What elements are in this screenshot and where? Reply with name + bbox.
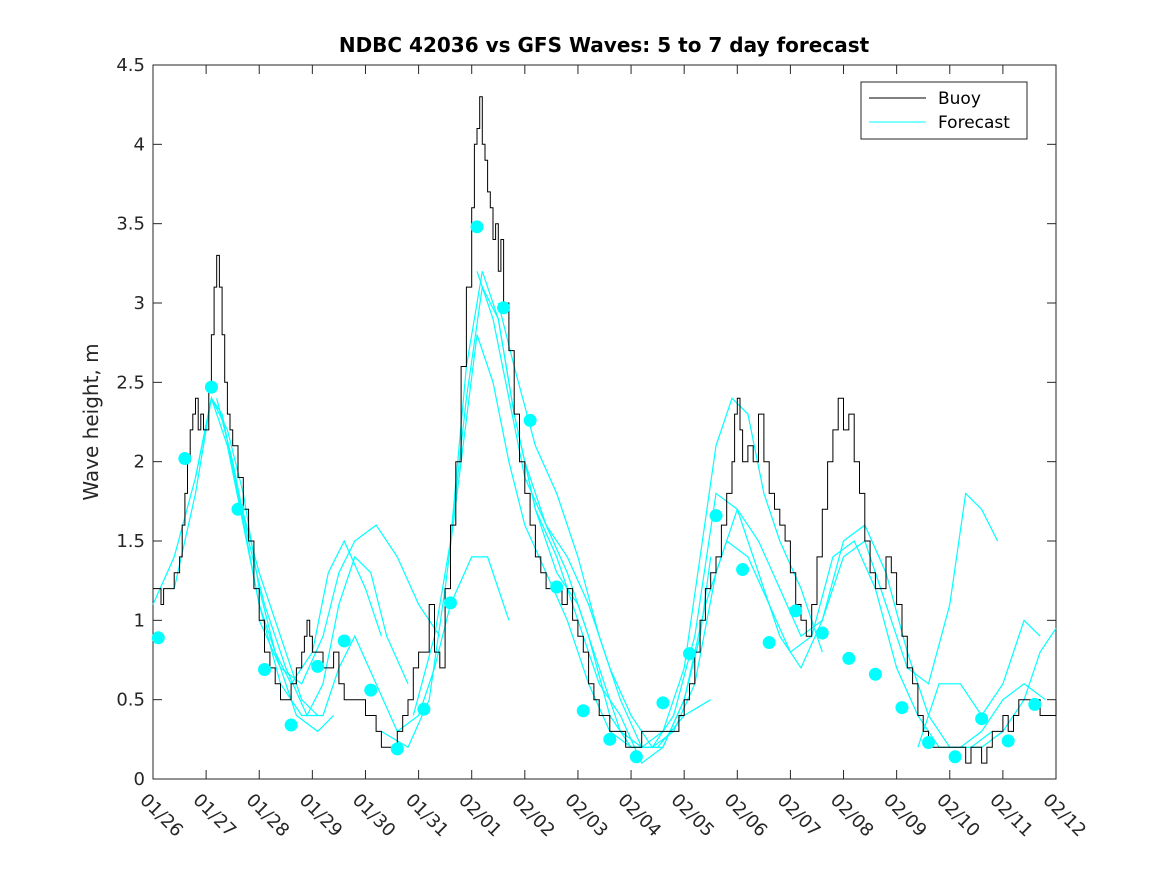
- forecast-line: [237, 493, 510, 733]
- forecast-marker: [975, 712, 989, 726]
- forecast-line: [258, 524, 441, 685]
- forecast-marker: [417, 702, 431, 716]
- chart-title: NDBC 42036 vs GFS Waves: 5 to 7 day fore…: [339, 33, 870, 57]
- forecast-marker: [178, 451, 192, 465]
- forecast-marker: [470, 220, 484, 234]
- buoy-line: [153, 96, 1057, 764]
- forecast-marker: [311, 659, 325, 673]
- y-tick-label: 3: [134, 293, 145, 314]
- forecast-marker: [629, 750, 643, 764]
- forecast-marker: [550, 580, 564, 594]
- forecast-marker: [709, 509, 723, 523]
- forecast-marker: [656, 696, 670, 710]
- forecast-marker: [443, 596, 457, 610]
- forecast-markers: [151, 220, 1042, 764]
- y-tick-label: 4: [134, 134, 145, 155]
- forecast-marker: [258, 663, 272, 677]
- legend: Buoy Forecast: [860, 81, 1028, 140]
- forecast-marker: [922, 736, 936, 750]
- forecast-marker: [204, 380, 218, 394]
- forecast-line: [524, 461, 999, 748]
- forecast-marker: [868, 667, 882, 681]
- forecast-marker: [284, 718, 298, 732]
- forecast-marker: [762, 636, 776, 650]
- legend-buoy-label: Buoy: [938, 89, 981, 109]
- forecast-marker: [497, 301, 511, 315]
- forecast-marker: [895, 701, 909, 715]
- plot-area: [152, 64, 1057, 780]
- forecast-marker: [231, 502, 245, 516]
- forecast-marker: [576, 704, 590, 718]
- y-tick-label: 2: [134, 452, 145, 473]
- forecast-marker: [682, 647, 696, 661]
- forecast-line: [194, 395, 382, 685]
- forecast-marker: [1001, 734, 1015, 748]
- forecast-marker: [789, 604, 803, 618]
- y-tick-label: 4.5: [116, 55, 145, 76]
- forecast-marker: [151, 631, 165, 645]
- forecast-marker: [1028, 697, 1042, 711]
- forecast-marker: [603, 732, 617, 746]
- y-tick-label: 0: [134, 769, 145, 790]
- buoy-series: [153, 96, 1057, 764]
- forecast-marker: [523, 413, 537, 427]
- legend-box: [860, 81, 1028, 140]
- y-axis: 0 0.5 1 1.5 2 2.5 3 3.5 4 4.5: [116, 55, 1056, 790]
- axes-box: [152, 64, 1057, 780]
- y-tick-label: 1.5: [116, 531, 145, 552]
- y-axis-label: Wave height, m: [79, 343, 103, 500]
- forecast-marker: [815, 626, 829, 640]
- forecast-line: [216, 398, 409, 717]
- y-tick-label: 0.5: [116, 690, 145, 711]
- forecast-marker: [390, 742, 404, 756]
- legend-forecast-label: Forecast: [938, 113, 1010, 133]
- forecast-marker: [337, 634, 351, 648]
- forecast-marker: [364, 683, 378, 697]
- y-tick-label: 1: [134, 610, 145, 631]
- forecast-marker: [736, 563, 750, 577]
- forecast-marker: [948, 750, 962, 764]
- y-tick-label: 2.5: [116, 372, 145, 393]
- forecast-marker: [842, 651, 856, 665]
- y-tick-label: 3.5: [116, 214, 145, 235]
